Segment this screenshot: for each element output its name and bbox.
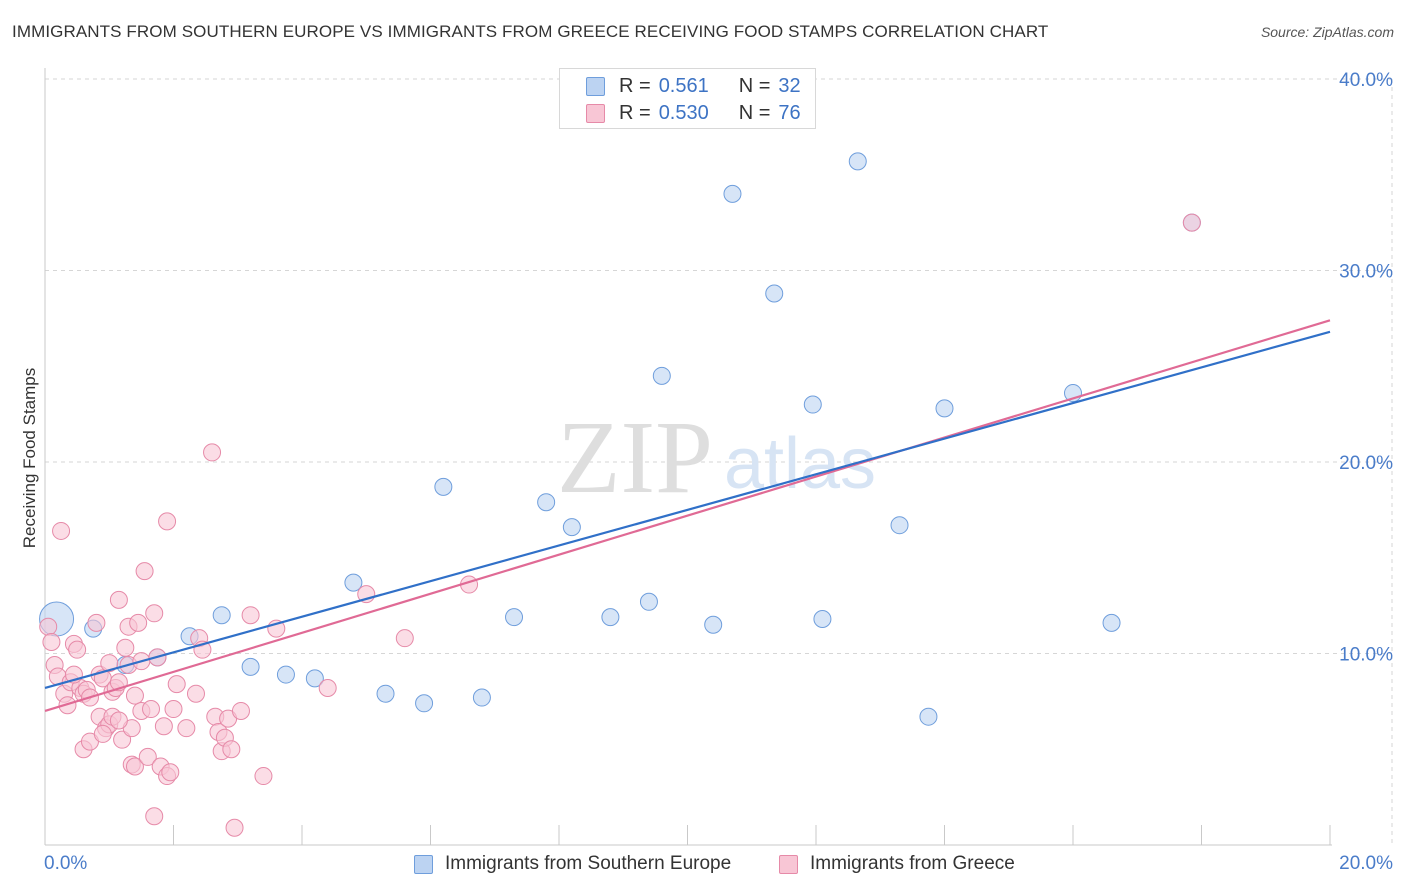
axes [44, 68, 1332, 846]
data-point-greece [164, 700, 183, 719]
data-point-greece [203, 443, 222, 462]
data-point-greece [142, 700, 161, 719]
data-point-greece [222, 740, 241, 759]
r-label: R = [619, 101, 651, 124]
data-point-southern-europe [1102, 613, 1121, 632]
chart-title: IMMIGRANTS FROM SOUTHERN EUROPE VS IMMIG… [12, 22, 1049, 41]
data-point-greece [145, 807, 164, 826]
data-point-southern-europe [376, 684, 395, 703]
legend-swatch-pink [586, 103, 605, 123]
data-point-greece [241, 606, 260, 625]
y-tick-label: 10.0% [1339, 645, 1393, 666]
legend-row-southern-europe: R = 0.561 N = 32 [586, 74, 801, 98]
trend-line-greece [44, 319, 1331, 713]
data-point-greece [186, 684, 205, 703]
data-point-southern-europe [890, 516, 909, 535]
y-tick-label: 20.0% [1339, 453, 1393, 474]
data-point-southern-europe [723, 184, 742, 203]
data-point-greece [68, 640, 87, 659]
source-credit: Source: ZipAtlas.com [1260, 24, 1394, 40]
data-point-southern-europe [639, 592, 658, 611]
legend-row-greece: R = 0.530 N = 76 [586, 101, 801, 125]
data-point-southern-europe [813, 610, 832, 629]
x-tick-label: 0.0% [44, 853, 87, 874]
data-point-greece [167, 675, 186, 694]
legend-label: Immigrants from Southern Europe [445, 853, 732, 874]
bottom-legend-greece: Immigrants from Greece [779, 852, 1015, 876]
data-point-southern-europe [241, 657, 260, 676]
data-point-greece [225, 818, 244, 837]
data-point-southern-europe [919, 707, 938, 726]
data-point-greece [318, 678, 337, 697]
legend-swatch-blue [586, 76, 605, 96]
data-point-greece [39, 617, 58, 636]
n-label: N = [738, 101, 771, 124]
data-point-southern-europe [276, 665, 295, 684]
data-point-greece [231, 701, 250, 720]
data-point-greece [87, 613, 106, 632]
data-point-southern-europe [765, 284, 784, 303]
data-point-southern-europe [472, 688, 491, 707]
data-point-greece [109, 711, 128, 730]
y-axis-label: Receiving Food Stamps [20, 367, 39, 549]
data-point-southern-europe [537, 493, 556, 512]
x-tick-label: 20.0% [1339, 853, 1393, 874]
bottom-legend-southern-europe: Immigrants from Southern Europe [414, 852, 731, 876]
data-point-greece [254, 767, 273, 786]
watermark-zip: ZIP [557, 400, 713, 515]
r-value: 0.530 [658, 101, 709, 124]
data-point-southern-europe [305, 669, 324, 688]
data-point-greece [125, 757, 144, 776]
data-point-greece [109, 590, 128, 609]
data-point-greece [177, 719, 196, 738]
data-point-greece [145, 604, 164, 623]
legend-swatch-blue [414, 854, 433, 874]
gridlines [45, 78, 1393, 845]
data-point-greece [161, 763, 180, 782]
y-tick-label: 40.0% [1339, 70, 1393, 91]
tick-labels: 10.0% 20.0% 30.0% 40.0% 0.0% 20.0% [44, 70, 1393, 874]
y-tick-label: 30.0% [1339, 262, 1393, 283]
stats-legend: R = 0.561 N = 32 R = 0.530 N = 76 [559, 68, 816, 129]
data-point-greece [1182, 213, 1201, 232]
data-point-southern-europe [434, 477, 453, 496]
data-point-southern-europe [935, 399, 954, 418]
data-point-southern-europe [601, 608, 620, 627]
data-point-greece [113, 730, 132, 749]
data-point-greece [129, 613, 148, 632]
n-value: 32 [778, 74, 801, 97]
data-point-southern-europe [505, 608, 524, 627]
data-point-southern-europe [803, 395, 822, 414]
r-value: 0.561 [658, 74, 709, 97]
data-point-greece [395, 629, 414, 648]
data-point-greece [116, 638, 135, 657]
data-point-southern-europe [704, 615, 723, 634]
data-point-greece [42, 633, 61, 652]
r-label: R = [619, 74, 651, 97]
data-point-greece [93, 724, 112, 743]
legend-label: Immigrants from Greece [810, 853, 1015, 874]
data-point-greece [125, 686, 144, 705]
data-point-greece [158, 512, 177, 531]
data-point-southern-europe [652, 366, 671, 385]
data-point-southern-europe [848, 152, 867, 171]
n-label: N = [738, 74, 771, 97]
n-value: 76 [778, 101, 801, 124]
data-point-southern-europe [415, 694, 434, 713]
data-point-southern-europe [344, 573, 363, 592]
data-point-southern-europe [212, 606, 231, 625]
data-point-greece [154, 717, 173, 736]
data-point-southern-europe [562, 518, 581, 537]
data-point-greece [138, 747, 157, 766]
series-greece [39, 213, 1201, 837]
legend-swatch-pink [779, 854, 798, 874]
trend-lines [44, 319, 1331, 713]
data-point-greece [100, 654, 119, 673]
data-point-greece [52, 521, 71, 540]
data-point-greece [135, 562, 154, 581]
trend-line-southern-europe [44, 330, 1331, 690]
